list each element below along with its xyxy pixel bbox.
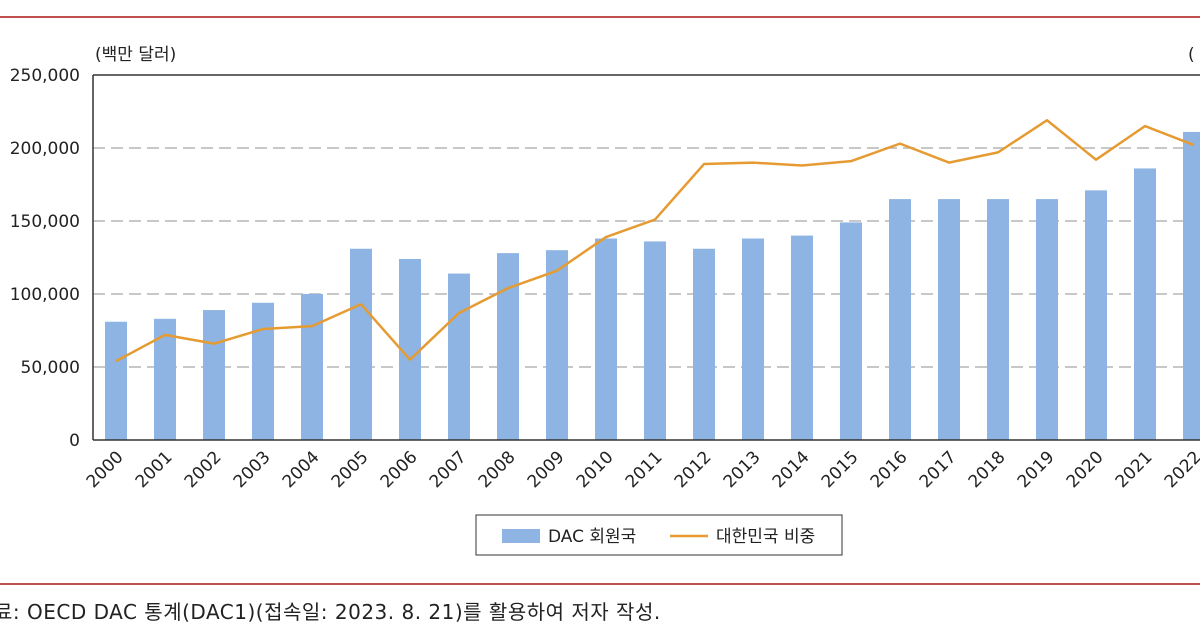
y-tick-label: 200,000 (10, 139, 80, 159)
x-tick-label: 2009 (524, 447, 569, 492)
bar-dac-2017 (938, 199, 960, 440)
bar-dac-2013 (742, 238, 764, 440)
line-series (115, 119, 1195, 363)
bar-dac-2001 (154, 318, 176, 440)
x-tick-label: 2001 (132, 447, 177, 492)
x-tick-label: 2014 (769, 447, 814, 492)
x-tick-label: 2022 (1161, 447, 1200, 492)
x-tick-label: 2015 (818, 447, 863, 492)
y-axis-unit-label: (백만 달러) (95, 45, 176, 65)
y-tick-label: 50,000 (21, 358, 80, 378)
legend-swatch-dac (502, 529, 540, 543)
x-tick-label: 2011 (622, 447, 667, 492)
bar-series (105, 131, 1200, 440)
bar-dac-2014 (791, 235, 813, 440)
y-tick-label: 0 (69, 431, 80, 451)
legend-label-korea: 대한민국 비중 (716, 527, 815, 547)
legend: DAC 회원국 대한민국 비중 (475, 514, 843, 556)
bottom-rule (0, 583, 1200, 585)
x-tick-label: 2008 (475, 447, 520, 492)
bar-dac-2005 (350, 248, 372, 440)
bar-dac-2016 (889, 199, 911, 440)
x-tick-label: 2004 (279, 447, 324, 492)
top-rule (0, 16, 1200, 18)
x-tick-label: 2019 (1014, 447, 1059, 492)
x-tick-label: 2013 (720, 447, 765, 492)
y-tick-labels: 250,000 200,000 150,000 100,000 50,000 0 (10, 66, 80, 451)
bar-dac-2009 (546, 250, 568, 440)
gridlines (93, 147, 1200, 368)
source-note: 료: OECD DAC 통계(DAC1)(접속일: 2023. 8. 21)를 … (0, 600, 661, 624)
x-tick-label: 2006 (377, 447, 422, 492)
bar-dac-2020 (1085, 190, 1107, 440)
bar-dac-2006 (399, 258, 421, 440)
bar-dac-2008 (497, 253, 519, 440)
x-tick-label: 2018 (965, 447, 1010, 492)
y-tick-label: 100,000 (10, 285, 80, 305)
y-tick-label: 250,000 (10, 66, 80, 86)
x-tick-label: 2007 (426, 447, 471, 492)
x-tick-label: 2002 (181, 447, 226, 492)
bar-dac-2000 (105, 321, 127, 440)
bar-dac-2015 (840, 222, 862, 440)
bar-dac-2010 (595, 238, 617, 440)
bar-dac-2007 (448, 273, 470, 440)
bar-dac-2021 (1134, 168, 1156, 440)
x-tick-labels: 2000 2001 2002 2003 2004 2005 2006 2007 2008 2009… (83, 447, 1200, 492)
bar-dac-2003 (252, 302, 274, 440)
axes (92, 74, 1200, 441)
right-axis-unit-label: ( (1188, 45, 1195, 65)
x-tick-label: 2003 (230, 447, 275, 492)
bar-dac-2022 (1183, 131, 1200, 440)
x-tick-label: 2020 (1063, 447, 1108, 492)
x-tick-label: 2012 (671, 447, 716, 492)
legend-label-dac: DAC 회원국 (548, 527, 636, 547)
x-tick-label: 2021 (1112, 447, 1157, 492)
x-tick-label: 2017 (916, 447, 961, 492)
x-tick-label: 2000 (83, 447, 128, 492)
bar-dac-2002 (203, 310, 225, 440)
x-tick-label: 2016 (867, 447, 912, 492)
bar-dac-2012 (693, 248, 715, 440)
bar-dac-2011 (644, 241, 666, 440)
x-tick-label: 2005 (328, 447, 373, 492)
bar-dac-2018 (987, 199, 1009, 440)
bar-dac-2004 (301, 294, 323, 440)
x-tick-label: 2010 (573, 447, 618, 492)
y-tick-label: 150,000 (10, 212, 80, 232)
bar-dac-2019 (1036, 199, 1058, 440)
